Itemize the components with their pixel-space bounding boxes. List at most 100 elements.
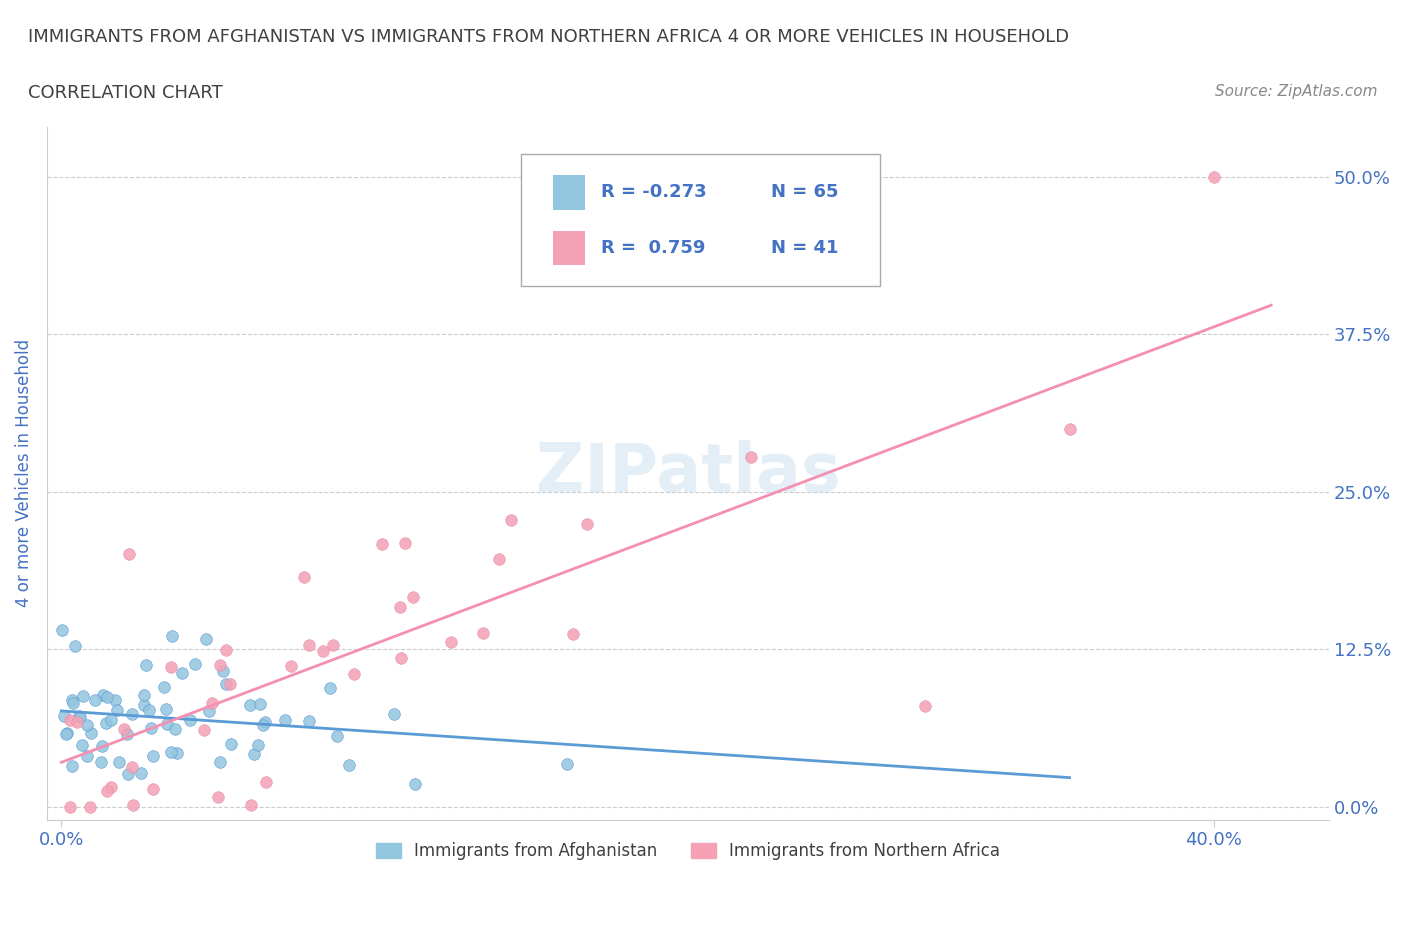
Point [121, 707, 143, 722]
Point [218, 677, 240, 692]
Point [138, 702, 160, 717]
Point [440, 635, 463, 650]
Point [59, 800, 82, 815]
Text: CORRELATION CHART: CORRELATION CHART [28, 84, 224, 101]
Point [197, 703, 219, 718]
Point [215, 676, 238, 691]
Point [134, 688, 156, 703]
Point [51, 622, 73, 637]
Point [252, 717, 274, 732]
Point [122, 798, 145, 813]
Point [179, 713, 201, 728]
Point [172, 665, 194, 680]
Text: ZIPatlas: ZIPatlas [536, 440, 841, 506]
Point [55, 726, 77, 741]
Point [117, 766, 139, 781]
Point [575, 517, 598, 532]
Point [914, 698, 936, 713]
Point [274, 712, 297, 727]
Point [62, 695, 84, 710]
Point [471, 625, 494, 640]
Point [194, 631, 217, 646]
Point [207, 789, 229, 804]
Point [129, 765, 152, 780]
Point [96, 784, 118, 799]
Point [107, 754, 129, 769]
Point [142, 749, 165, 764]
Point [94, 715, 117, 730]
Text: N = 41: N = 41 [770, 239, 838, 257]
Point [402, 590, 425, 604]
Point [562, 626, 585, 641]
Point [66, 715, 89, 730]
Point [557, 756, 579, 771]
Point [243, 747, 266, 762]
Text: IMMIGRANTS FROM AFGHANISTAN VS IMMIGRANTS FROM NORTHERN AFRICA 4 OR MORE VEHICLE: IMMIGRANTS FROM AFGHANISTAN VS IMMIGRANT… [28, 28, 1069, 46]
Point [166, 745, 188, 760]
Point [253, 715, 276, 730]
Point [153, 679, 176, 694]
Point [105, 703, 128, 718]
Point [156, 717, 179, 732]
Point [90, 739, 112, 754]
Point [382, 707, 405, 722]
Point [79, 800, 101, 815]
Point [212, 663, 235, 678]
Point [239, 698, 262, 713]
FancyBboxPatch shape [553, 175, 585, 210]
Point [215, 643, 238, 658]
Point [76, 718, 98, 733]
Text: Source: ZipAtlas.com: Source: ZipAtlas.com [1215, 84, 1378, 99]
Point [100, 712, 122, 727]
Point [60, 759, 83, 774]
Text: N = 65: N = 65 [770, 183, 838, 202]
Point [342, 667, 364, 682]
Point [404, 777, 426, 791]
Point [104, 693, 127, 708]
Point [90, 754, 112, 769]
Point [221, 737, 243, 751]
Point [280, 658, 302, 673]
Point [70, 737, 93, 752]
Point [96, 690, 118, 705]
Point [76, 749, 98, 764]
FancyBboxPatch shape [522, 154, 880, 286]
Point [121, 760, 143, 775]
Point [740, 450, 762, 465]
Point [163, 722, 186, 737]
Point [83, 693, 105, 708]
Point [193, 723, 215, 737]
Point [159, 745, 181, 760]
Point [312, 644, 335, 658]
Point [319, 681, 342, 696]
Point [52, 709, 75, 724]
Point [183, 657, 205, 671]
Point [1202, 169, 1225, 184]
Point [112, 721, 135, 736]
Point [209, 754, 232, 769]
Y-axis label: 4 or more Vehicles in Household: 4 or more Vehicles in Household [15, 339, 32, 607]
Point [115, 726, 138, 741]
Point [321, 638, 343, 653]
Point [56, 725, 79, 740]
Point [394, 535, 416, 550]
Point [391, 650, 413, 665]
Point [298, 713, 321, 728]
Point [499, 512, 522, 527]
Text: R =  0.759: R = 0.759 [600, 239, 704, 257]
Point [118, 546, 141, 561]
Point [100, 780, 122, 795]
Point [60, 692, 83, 707]
Text: R = -0.273: R = -0.273 [600, 183, 706, 202]
Point [155, 701, 177, 716]
Legend: Immigrants from Afghanistan, Immigrants from Northern Africa: Immigrants from Afghanistan, Immigrants … [368, 835, 1007, 867]
Point [160, 629, 183, 644]
Point [488, 551, 510, 566]
Point [91, 687, 114, 702]
Point [201, 696, 224, 711]
Point [389, 600, 412, 615]
Point [132, 698, 155, 712]
Point [249, 697, 271, 711]
FancyBboxPatch shape [553, 231, 585, 265]
Point [69, 710, 91, 724]
